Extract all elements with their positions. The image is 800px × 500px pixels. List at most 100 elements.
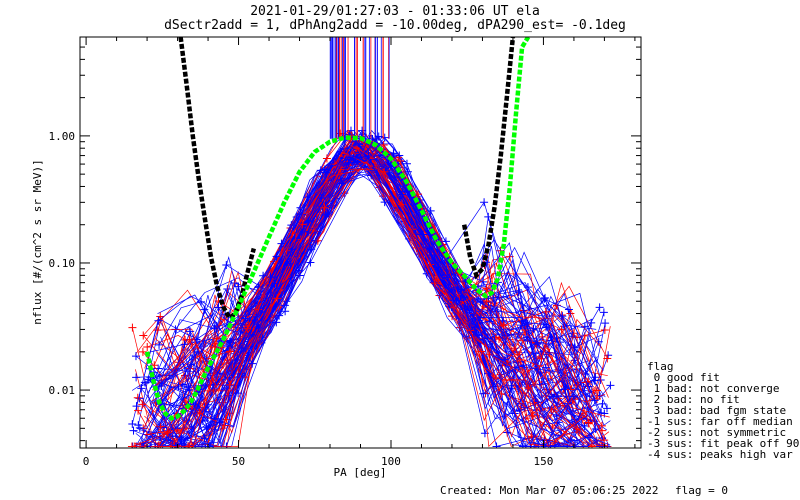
pa-point bbox=[143, 342, 152, 351]
pa-point bbox=[601, 319, 610, 328]
pa-point bbox=[597, 421, 606, 430]
pa-point bbox=[138, 347, 147, 356]
pa-point bbox=[345, 153, 354, 162]
legend-entry-6: -3 sus: fit peak off 90 bbox=[647, 437, 799, 450]
pa-point bbox=[580, 422, 589, 431]
pa-point bbox=[603, 354, 612, 363]
pa-trace bbox=[141, 129, 598, 442]
pa-point bbox=[194, 347, 203, 356]
pa-point bbox=[296, 235, 305, 244]
pa-point bbox=[197, 297, 206, 306]
pa-point bbox=[155, 340, 164, 349]
pa-trace bbox=[149, 134, 604, 416]
pa-point bbox=[593, 386, 602, 395]
pa-point bbox=[590, 396, 599, 405]
x-tick-label-0: 0 bbox=[83, 455, 90, 468]
pa-point bbox=[497, 389, 506, 398]
pa-point bbox=[254, 324, 263, 333]
pa-point bbox=[272, 252, 281, 261]
pa-trace bbox=[158, 158, 595, 401]
pa-point bbox=[529, 324, 538, 333]
pa-point bbox=[600, 326, 609, 335]
chart-title: 2021-01-29/01:27:03 - 01:33:06 UT ela bbox=[250, 4, 540, 19]
y-tick-label-1: 0.10 bbox=[49, 257, 76, 270]
legend: flag 0 good fit 1 bad: not converge 2 ba… bbox=[647, 360, 799, 461]
pa-point bbox=[222, 260, 231, 269]
pa-point bbox=[597, 408, 606, 417]
pa-point bbox=[135, 423, 144, 432]
pa-trace bbox=[142, 144, 598, 447]
pa-trace bbox=[157, 136, 586, 391]
pa-point bbox=[303, 193, 312, 202]
pa-point bbox=[220, 315, 229, 324]
pa-point bbox=[419, 230, 428, 239]
fit-curve-0 bbox=[178, 37, 256, 322]
pa-point bbox=[186, 327, 195, 336]
pa-point bbox=[599, 308, 608, 317]
pa-point bbox=[606, 381, 615, 390]
pa-trace bbox=[143, 139, 598, 407]
pa-point bbox=[344, 158, 353, 167]
pa-point bbox=[514, 287, 523, 296]
pa-trace bbox=[145, 140, 593, 447]
pa-point bbox=[492, 442, 501, 448]
pa-trace bbox=[156, 153, 582, 448]
pa-point bbox=[132, 402, 141, 411]
pa-trace bbox=[161, 141, 597, 387]
pa-point bbox=[165, 371, 174, 380]
pa-point bbox=[154, 316, 163, 325]
pa-point bbox=[568, 332, 577, 341]
pa-point bbox=[603, 404, 612, 413]
pa-trace bbox=[159, 142, 602, 447]
legend-entry-7: -4 sus: peaks high var bbox=[647, 448, 793, 461]
pa-point bbox=[585, 433, 594, 442]
pa-point bbox=[128, 419, 137, 428]
pa-point bbox=[595, 303, 604, 312]
pa-point bbox=[266, 273, 275, 282]
pa-trace bbox=[156, 142, 595, 407]
pa-point bbox=[185, 442, 194, 448]
pa-point bbox=[127, 442, 136, 448]
pa-point bbox=[587, 318, 596, 327]
pa-point bbox=[491, 333, 500, 342]
pa-point bbox=[542, 323, 551, 332]
legend-entry-5: -2 sus: not symmetric bbox=[647, 426, 786, 439]
legend-entry-1: 1 bad: not converge bbox=[647, 382, 779, 395]
pa-trace bbox=[136, 156, 595, 414]
pa-point bbox=[598, 399, 607, 408]
pa-point bbox=[164, 432, 173, 441]
y-tick-label-0: 1.00 bbox=[49, 130, 76, 143]
pa-point bbox=[215, 418, 224, 427]
pa-trace bbox=[149, 171, 603, 439]
pa-point bbox=[566, 385, 575, 394]
pa-point bbox=[485, 317, 494, 326]
fit-curve-2 bbox=[144, 37, 531, 421]
pa-point bbox=[304, 217, 313, 226]
pa-point bbox=[395, 151, 404, 160]
pa-trace bbox=[141, 137, 605, 447]
pa-point bbox=[364, 151, 373, 160]
fit-curve-1 bbox=[461, 37, 516, 280]
pa-point bbox=[345, 174, 354, 183]
pa-point bbox=[591, 373, 600, 382]
pa-point bbox=[380, 198, 389, 207]
pa-point bbox=[590, 376, 599, 385]
pa-point bbox=[225, 380, 234, 389]
x-tick-label-2: 100 bbox=[381, 455, 401, 468]
pa-point bbox=[487, 304, 496, 313]
y-axis-label: nflux [#/(cm^2 s sr MeV)] bbox=[31, 159, 44, 325]
pa-point bbox=[553, 391, 562, 400]
legend-entry-4: -1 sus: far off median bbox=[647, 415, 793, 428]
legend-title: flag bbox=[647, 360, 674, 373]
pa-point bbox=[480, 198, 489, 207]
pa-point bbox=[372, 135, 381, 144]
pa-point bbox=[527, 411, 536, 420]
pa-point bbox=[210, 324, 219, 333]
pa-point bbox=[541, 293, 550, 302]
pa-point bbox=[139, 331, 148, 340]
pa-point bbox=[587, 442, 596, 448]
pa-point bbox=[402, 159, 411, 168]
pa-point bbox=[286, 259, 295, 268]
pa-trace bbox=[157, 143, 605, 441]
axes: 0 50 100 150 1.00 0.10 0.01 bbox=[49, 36, 641, 468]
